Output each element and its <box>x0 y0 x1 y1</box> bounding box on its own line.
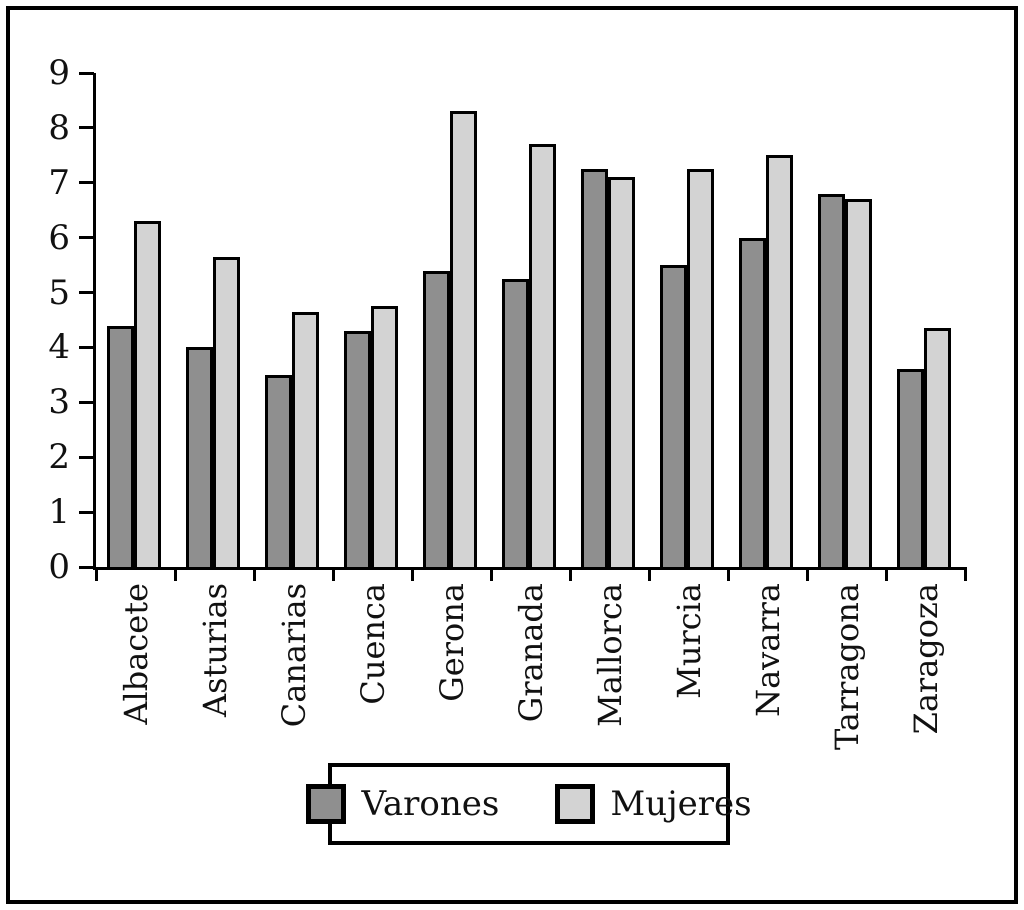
category-label-text: Murcia <box>669 583 708 699</box>
category-label-text: Cuenca <box>353 583 392 705</box>
category-label-text: Gerona <box>432 583 471 702</box>
y-axis-tick-label: 2 <box>48 437 70 478</box>
bar-mujeres-cuenca <box>371 306 398 567</box>
legend: Varones Mujeres <box>306 763 752 845</box>
x-axis-tick <box>331 567 335 581</box>
y-axis-tick <box>79 345 94 349</box>
category-label-text: Tarragona <box>827 583 866 751</box>
bar-varones-cuenca <box>344 330 371 567</box>
bar-mujeres-granada <box>529 144 556 567</box>
x-axis-tick <box>568 567 572 581</box>
bar-varones-gerona <box>423 270 450 567</box>
bar-varones-murcia <box>660 265 687 567</box>
legend-swatch-varones <box>306 784 347 824</box>
bar-mujeres-murcia <box>687 169 714 567</box>
y-axis-tick-label: 6 <box>48 217 70 258</box>
y-axis-tick <box>79 71 94 75</box>
category-label-text: Albacete <box>116 583 155 725</box>
bar-mujeres-zaragoza <box>924 328 951 567</box>
y-axis-tick <box>79 400 94 404</box>
category-label-text: Zaragoza <box>906 583 945 735</box>
bar-varones-zaragoza <box>897 369 924 567</box>
y-axis-tick-label: 3 <box>48 382 70 423</box>
bar-varones-tarragona <box>818 193 845 567</box>
bar-mujeres-gerona <box>450 111 477 567</box>
bar-varones-albacete <box>107 325 134 567</box>
x-axis-tick <box>489 567 493 581</box>
x-axis-tick <box>805 567 809 581</box>
y-axis-tick <box>79 565 94 569</box>
bar-mujeres-tarragona <box>845 199 872 567</box>
x-axis-tick <box>410 567 414 581</box>
y-axis-tick-label: 4 <box>48 327 70 368</box>
y-axis-tick <box>79 181 94 185</box>
category-label-text: Mallorca <box>590 583 629 727</box>
x-axis-tick <box>726 567 730 581</box>
y-axis-tick-label: 0 <box>48 547 70 587</box>
bar-varones-asturias <box>186 347 213 567</box>
category-label-text: Asturias <box>195 583 234 718</box>
legend-label-mujeres: Mujeres <box>610 784 752 824</box>
legend-swatch-mujeres <box>555 784 596 824</box>
x-axis-tick <box>647 567 651 581</box>
category-label-text: Navarra <box>748 583 787 717</box>
x-axis-tick <box>884 567 888 581</box>
bar-mujeres-albacete <box>134 221 161 567</box>
bar-varones-granada <box>502 278 529 567</box>
bar-mujeres-navarra <box>766 155 793 567</box>
plot-area: 0 1 2 3 4 5 6 7 8 9 Albacete Asturias Canarias Cuenca… <box>48 54 967 750</box>
bar-varones-canarias <box>265 374 292 567</box>
y-axis-tick-label: 1 <box>48 492 70 533</box>
x-axis-tick <box>252 567 256 581</box>
y-axis-tick-label: 7 <box>48 162 70 203</box>
legend-label-varones: Varones <box>361 784 500 824</box>
x-axis-tick <box>963 567 967 581</box>
bar-mujeres-canarias <box>292 311 319 567</box>
x-axis-tick <box>94 567 98 581</box>
y-axis-tick-label: 8 <box>48 107 70 148</box>
y-axis-tick <box>79 126 94 130</box>
bar-mujeres-mallorca <box>608 177 635 567</box>
x-axis-tick <box>173 567 177 581</box>
legend-item-varones: Varones <box>306 784 499 824</box>
y-axis-tick-label: 5 <box>48 272 70 313</box>
y-axis-tick <box>79 455 94 459</box>
y-axis-tick <box>79 236 94 240</box>
y-axis-tick <box>79 510 94 514</box>
bar-mujeres-asturias <box>213 256 240 567</box>
legend-item-mujeres: Mujeres <box>555 784 752 824</box>
y-axis-tick <box>79 291 94 295</box>
bar-varones-mallorca <box>581 169 608 567</box>
category-label-text: Canarias <box>274 583 313 728</box>
y-axis-tick-label: 9 <box>48 53 70 93</box>
bar-varones-navarra <box>739 237 766 567</box>
category-label-text: Granada <box>511 583 550 723</box>
